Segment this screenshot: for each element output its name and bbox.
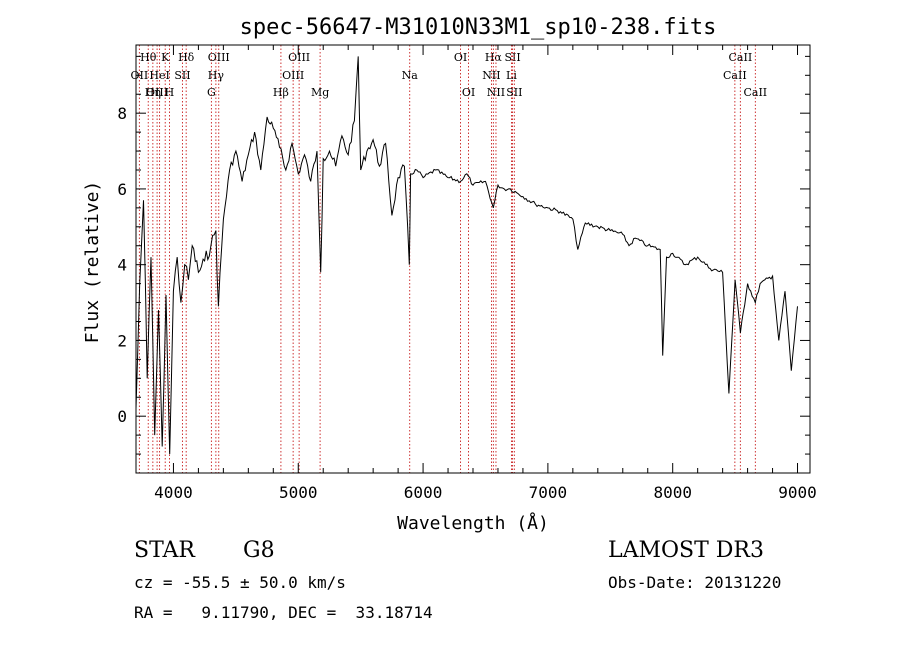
y-tick-label: 2: [117, 331, 127, 350]
velocity-readout: cz = -55.5 ± 50.0 km/s: [134, 573, 346, 592]
line-label: Li: [506, 69, 517, 82]
chart-title: spec-56647-M31010N33M1_sp10-238.fits: [240, 15, 717, 40]
line-label: CaII: [723, 69, 747, 82]
y-tick-label: 0: [117, 407, 127, 426]
line-label: H: [165, 86, 175, 99]
line-label: OIII: [146, 86, 168, 99]
x-tick-label: 4000: [154, 483, 193, 502]
line-label: SII: [506, 86, 522, 99]
line-label: Mg: [311, 86, 329, 99]
line-label: CaII: [729, 51, 753, 64]
line-label: OI: [462, 86, 475, 99]
y-tick-label: 4: [117, 256, 127, 275]
x-tick-label: 9000: [778, 483, 817, 502]
line-label: OI: [454, 51, 467, 64]
spectral-subclass: G8: [243, 538, 275, 563]
line-label: SII: [174, 69, 190, 82]
line-label: Hη: [145, 86, 161, 99]
line-label: OIII: [208, 51, 230, 64]
x-tick-label: 7000: [529, 483, 568, 502]
coordinates: RA = 9.11790, DEC = 33.18714: [134, 603, 433, 622]
y-axis-label: Flux (relative): [82, 181, 103, 344]
line-label: OIII: [288, 51, 310, 64]
line-label: CaII: [743, 86, 767, 99]
line-label: Hα: [485, 51, 503, 64]
obs-date: Obs-Date: 20131220: [608, 573, 782, 592]
line-label: G: [207, 86, 216, 99]
x-axis-label: Wavelength (Å): [397, 512, 549, 534]
line-label: SII: [504, 51, 520, 64]
x-tick-label: 6000: [404, 483, 443, 502]
plot-frame: [135, 44, 811, 474]
y-tick-label: 6: [117, 180, 127, 199]
spectrum-line: [135, 56, 798, 455]
line-label: Hβ: [273, 86, 289, 99]
line-label: NII: [487, 86, 505, 99]
line-label: Hδ: [178, 51, 195, 64]
x-axis-ticks: 4000 5000 6000 7000 8000 9000: [154, 45, 817, 502]
line-label: Hθ: [140, 51, 157, 64]
survey-name: LAMOST DR3: [608, 538, 764, 563]
line-label: NII: [482, 69, 500, 82]
line-label: K: [161, 51, 170, 64]
x-tick-label: 8000: [653, 483, 692, 502]
line-label: Na: [402, 69, 419, 82]
y-axis-ticks: 0 2 4 6 8: [117, 55, 810, 455]
x-tick-label: 5000: [279, 483, 318, 502]
y-tick-label: 8: [117, 104, 127, 123]
line-label: HeI: [149, 69, 169, 82]
line-label: OIII: [282, 69, 304, 82]
line-label: Hγ: [208, 69, 225, 82]
object-class: STAR: [134, 538, 195, 563]
